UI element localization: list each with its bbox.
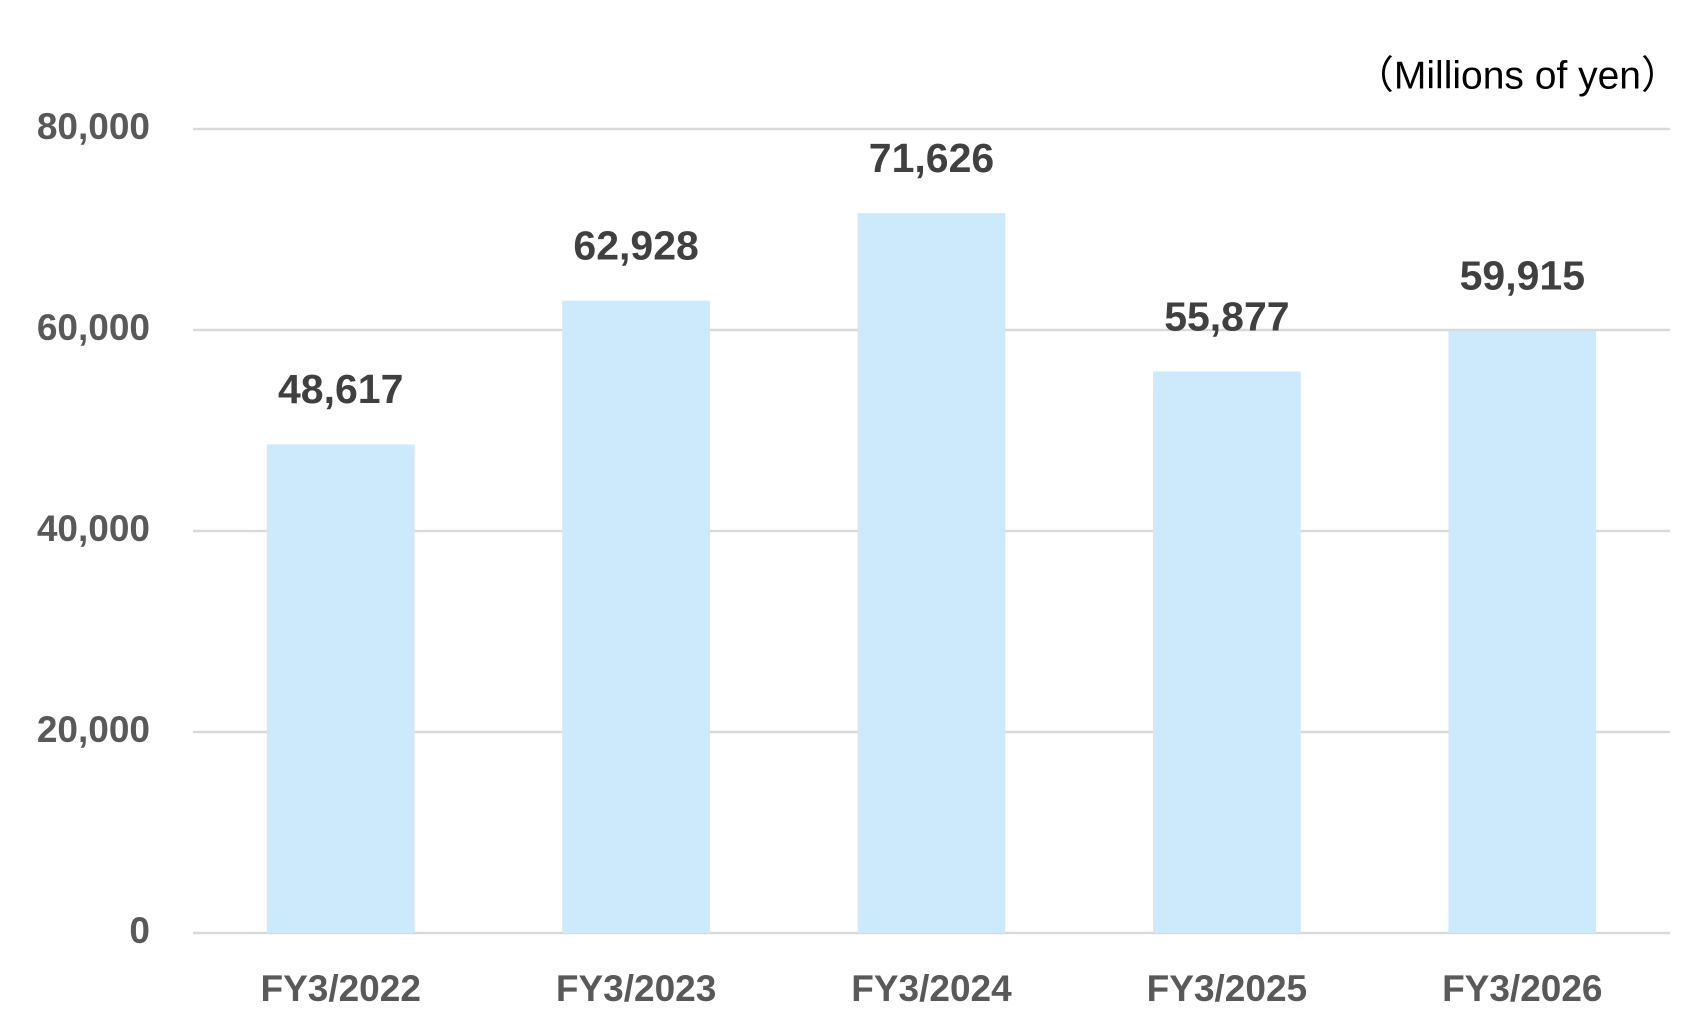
x-tick-label: FY3/2023 xyxy=(556,968,716,1009)
x-tick-label: FY3/2024 xyxy=(851,968,1012,1009)
data-label: 48,617 xyxy=(278,366,403,412)
bar xyxy=(1153,371,1301,933)
y-tick-label: 20,000 xyxy=(37,709,150,750)
unit-label: （Millions of yen） xyxy=(1355,54,1680,97)
bar xyxy=(266,444,415,933)
y-tick-label: 80,000 xyxy=(37,106,150,147)
y-tick-label: 60,000 xyxy=(37,307,150,348)
data-label: 59,915 xyxy=(1460,253,1585,299)
bar xyxy=(857,213,1006,934)
bar xyxy=(562,300,710,933)
bar xyxy=(1448,330,1597,933)
data-label: 62,928 xyxy=(573,222,698,268)
data-label: 55,877 xyxy=(1164,293,1289,339)
data-label: 71,626 xyxy=(869,135,994,181)
x-tick-label: FY3/2025 xyxy=(1147,968,1307,1009)
x-tick-label: FY3/2022 xyxy=(260,968,420,1009)
x-tick-label: FY3/2026 xyxy=(1442,968,1602,1009)
y-tick-label: 40,000 xyxy=(37,508,150,549)
y-tick-label: 0 xyxy=(129,910,150,951)
